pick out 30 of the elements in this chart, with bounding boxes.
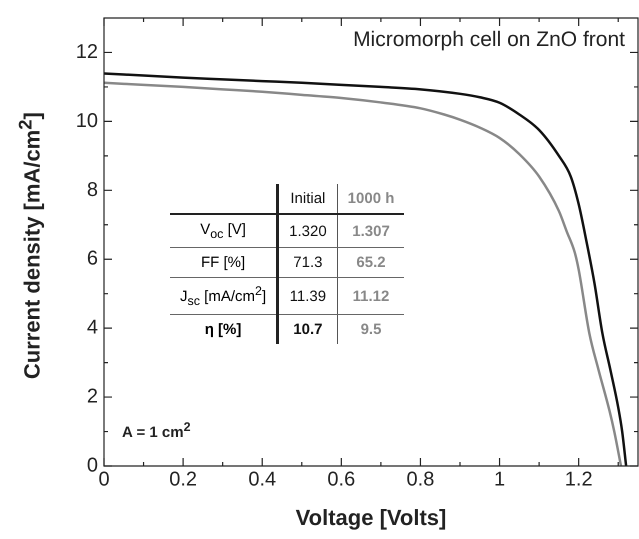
annotation: η [%] [204,320,242,340]
text: Micromorph cell on ZnO front [353,28,625,52]
annotation: 1.320 [278,214,338,248]
annotation: 11.39 [278,278,338,314]
y-tick-label: 0 [86,454,98,477]
y-tick-label: 6 [86,248,98,270]
annotation: FF [%] [170,248,278,278]
annotation: J$_{sc}$ [mA/cm$^{2}$] [170,278,278,314]
x-tick-label: 1 [494,468,506,491]
x-tick-label: 0.8 [406,468,434,491]
annotation: 9.5 [337,314,404,344]
annotation: V$_{oc}$ [V] [170,214,278,248]
x-tick-label: 0.6 [327,468,356,491]
annotation: 11.12 [337,278,404,314]
annotation: A = 1 cm$^{2}$ [122,420,191,441]
y-tick-label: 8 [86,178,98,201]
annotation: 65.2 [337,248,404,278]
text: 1000 h [337,184,404,214]
x-axis-title: Voltage [Volts] [294,505,448,531]
y-tick-label: 10 [76,110,98,132]
annotation: 10.7 [278,314,338,344]
x-tick-label: 1.2 [564,468,593,491]
x-tick-label: 0.2 [169,468,198,491]
y-tick-label: 2 [86,386,98,408]
x-tick-label: 0.4 [248,468,276,491]
y-tick-label: 12 [76,40,98,63]
y-tick-label: 4 [86,316,98,339]
annotation: 71.3 [278,248,338,278]
text: Initial [278,184,338,214]
annotation: 1.307 [337,214,404,248]
